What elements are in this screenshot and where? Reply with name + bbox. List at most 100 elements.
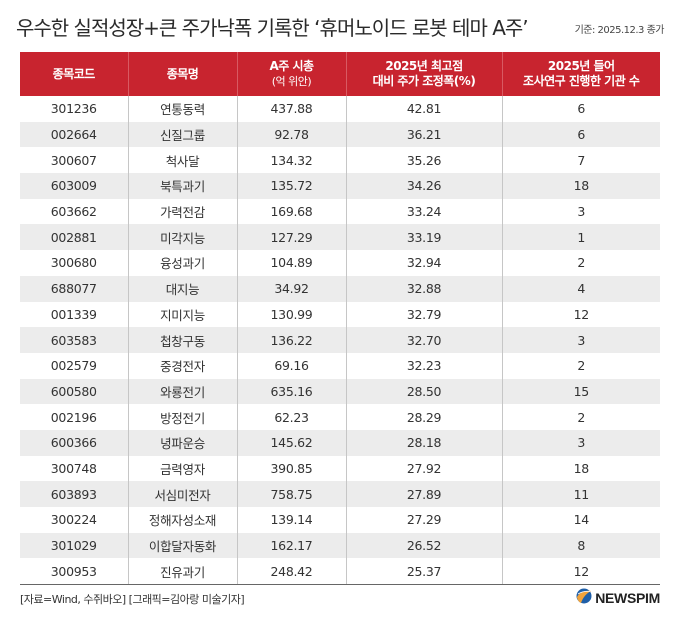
cell-institution-count: 15 (501, 378, 660, 405)
cell-stock-name: 대지능 (127, 275, 237, 302)
cell-stock-code: 300953 (20, 558, 128, 586)
cell-stock-name: 녕파운승 (127, 429, 237, 456)
table-row: 600366 녕파운승 145.62 28.18 3 (20, 429, 660, 456)
header-institution-count: 2025년 들어 조사연구 진행한 기관 수 (501, 52, 660, 96)
header-sublabel: (억 위안) (271, 75, 312, 88)
header-row: 종목코드 종목명 A주 시총 (억 위안) 2025년 최고점 대비 주가 조정폭(… (20, 52, 660, 96)
table-row: 001339 지미지능 130.99 32.79 12 (20, 301, 660, 328)
cell-institution-count: 11 (501, 481, 660, 507)
cell-stock-code: 300748 (20, 455, 128, 482)
cell-stock-name: 방정전기 (127, 404, 237, 430)
newspim-logo-text: NEWSPIM (595, 590, 660, 606)
cell-stock-code: 300680 (20, 250, 128, 276)
cell-market-cap: 758.75 (236, 481, 346, 507)
cell-drawdown-pct: 25.37 (345, 558, 502, 586)
source-credit: [자료=Wind, 수쥐바오] [그래픽=김아랑 미술기자] (20, 593, 245, 606)
table-row: 600580 와룡전기 635.16 28.50 15 (20, 378, 660, 405)
cell-market-cap: 127.29 (236, 224, 346, 251)
cell-institution-count: 8 (501, 532, 660, 559)
cell-stock-name: 진유과기 (127, 558, 237, 586)
cell-institution-count: 3 (501, 198, 660, 225)
cell-stock-code: 688077 (20, 275, 128, 302)
cell-stock-name: 융성과기 (127, 250, 237, 276)
cell-stock-code: 300607 (20, 147, 128, 174)
cell-stock-name: 지미지능 (127, 301, 237, 328)
cell-institution-count: 3 (501, 429, 660, 456)
header-sublabel: 대비 주가 조정폭(%) (372, 74, 476, 88)
stock-table: 종목코드 종목명 A주 시총 (억 위안) 2025년 최고점 대비 주가 조정폭(… (20, 52, 660, 586)
basis-date: 기준: 2025.12.3 종가 (574, 25, 665, 36)
chart-title: 우수한 실적성장+큰 주가낙폭 기록한 ‘휴머노이드 로봇 테마 A주’ (16, 16, 529, 40)
table-row: 300748 금력영자 390.85 27.92 18 (20, 455, 660, 482)
cell-institution-count: 18 (501, 455, 660, 482)
cell-stock-name: 중경전자 (127, 352, 237, 379)
table-row: 002579 중경전자 69.16 32.23 2 (20, 352, 660, 379)
cell-market-cap: 104.89 (236, 250, 346, 276)
cell-market-cap: 69.16 (236, 352, 346, 379)
cell-market-cap: 162.17 (236, 532, 346, 559)
cell-drawdown-pct: 27.89 (345, 481, 502, 507)
table-row: 002881 미각지능 127.29 33.19 1 (20, 224, 660, 251)
cell-drawdown-pct: 27.29 (345, 507, 502, 533)
cell-drawdown-pct: 32.70 (345, 327, 502, 353)
cell-stock-name: 가력전감 (127, 198, 237, 225)
cell-drawdown-pct: 35.26 (345, 147, 502, 174)
cell-market-cap: 62.23 (236, 404, 346, 430)
cell-market-cap: 145.62 (236, 429, 346, 456)
header-label: 2025년 최고점 (385, 59, 463, 73)
cell-drawdown-pct: 32.23 (345, 352, 502, 379)
cell-stock-code: 603893 (20, 481, 128, 507)
cell-stock-code: 603662 (20, 198, 128, 225)
header-label: A주 시총 (269, 59, 314, 73)
cell-stock-name: 신질그룹 (127, 121, 237, 148)
table-row: 300680 융성과기 104.89 32.94 2 (20, 250, 660, 276)
cell-stock-code: 002881 (20, 224, 128, 251)
header-label: 종목명 (166, 66, 199, 81)
header-label: 2025년 들어 (547, 59, 615, 73)
cell-market-cap: 135.72 (236, 173, 346, 199)
table-row: 603583 첩창구동 136.22 32.70 3 (20, 327, 660, 353)
cell-institution-count: 3 (501, 327, 660, 353)
table-row: 300607 척사달 134.32 35.26 7 (20, 147, 660, 174)
cell-stock-code: 002196 (20, 404, 128, 430)
cell-drawdown-pct: 36.21 (345, 121, 502, 148)
cell-drawdown-pct: 32.94 (345, 250, 502, 276)
cell-stock-code: 600366 (20, 429, 128, 456)
cell-institution-count: 2 (501, 404, 660, 430)
cell-stock-name: 정해자성소재 (127, 507, 237, 533)
table-row: 002664 신질그룹 92.78 36.21 6 (20, 121, 660, 148)
cell-stock-name: 연통동력 (127, 96, 237, 122)
cell-stock-code: 001339 (20, 301, 128, 328)
cell-stock-name: 서심미전자 (127, 481, 237, 507)
cell-stock-code: 600580 (20, 378, 128, 405)
table-row: 603009 북특과기 135.72 34.26 18 (20, 173, 660, 199)
cell-stock-code: 002579 (20, 352, 128, 379)
cell-institution-count: 7 (501, 147, 660, 174)
table-row: 603662 가력전감 169.68 33.24 3 (20, 198, 660, 225)
cell-market-cap: 390.85 (236, 455, 346, 482)
cell-stock-code: 301029 (20, 532, 128, 559)
cell-market-cap: 136.22 (236, 327, 346, 353)
cell-stock-name: 이합달자동화 (127, 532, 237, 559)
cell-stock-name: 와룡전기 (127, 378, 237, 405)
cell-drawdown-pct: 32.79 (345, 301, 502, 328)
header-stock-code: 종목코드 (20, 52, 128, 96)
cell-institution-count: 6 (501, 96, 660, 122)
header-stock-name: 종목명 (127, 52, 237, 96)
cell-stock-name: 금력영자 (127, 455, 237, 482)
cell-institution-count: 2 (501, 352, 660, 379)
cell-drawdown-pct: 42.81 (345, 96, 502, 122)
table-row: 300953 진유과기 248.42 25.37 12 (20, 558, 660, 586)
cell-institution-count: 12 (501, 301, 660, 328)
cell-drawdown-pct: 28.18 (345, 429, 502, 456)
table-row: 301236 연통동력 437.88 42.81 6 (20, 96, 660, 122)
cell-stock-code: 301236 (20, 96, 128, 122)
cell-drawdown-pct: 32.88 (345, 275, 502, 302)
cell-drawdown-pct: 28.50 (345, 378, 502, 405)
cell-market-cap: 134.32 (236, 147, 346, 174)
cell-market-cap: 248.42 (236, 558, 346, 586)
table-row: 300224 정해자성소재 139.14 27.29 14 (20, 507, 660, 533)
cell-institution-count: 6 (501, 121, 660, 148)
newspim-logo-icon (576, 588, 592, 608)
cell-institution-count: 12 (501, 558, 660, 586)
